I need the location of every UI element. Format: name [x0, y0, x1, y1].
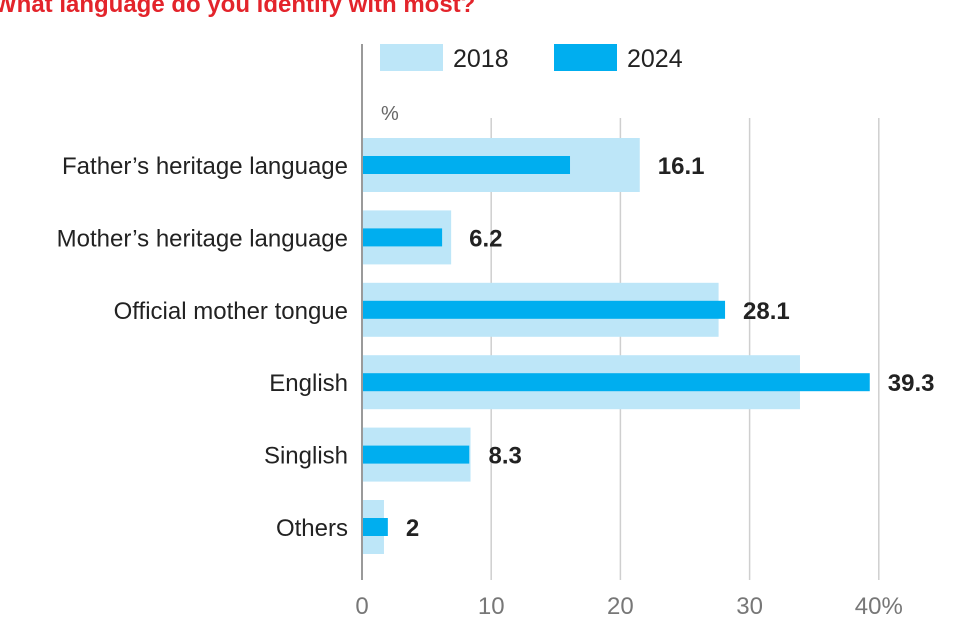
bar-2024-singlish — [362, 445, 470, 464]
series-2024-bars — [362, 156, 870, 536]
data-labels: 16.1 6.2 28.1 39.3 8.3 2 — [406, 153, 935, 542]
legend-label-2024: 2024 — [627, 45, 683, 73]
x-tick-label: 20 — [607, 593, 634, 620]
bar-2024-official-mother-tongue — [362, 300, 726, 319]
x-tick-label: 40% — [855, 593, 903, 620]
legend-label-2018: 2018 — [453, 45, 509, 73]
category-labels: Father’s heritage language Mother’s herit… — [57, 153, 348, 542]
gridlines — [490, 118, 880, 580]
bar-2024-mothers-heritage-language — [362, 228, 443, 247]
legend: 2018 2024 — [380, 44, 683, 73]
data-label-singlish: 8.3 — [489, 443, 522, 470]
legend-swatch-2018 — [380, 44, 443, 71]
data-label-others: 2 — [406, 515, 419, 542]
data-label-english: 39.3 — [888, 370, 935, 397]
category-label-english: English — [269, 370, 348, 397]
category-label-fathers-heritage-language: Father’s heritage language — [62, 153, 348, 180]
bar-2024-english — [362, 373, 870, 392]
bar-2024-fathers-heritage-language — [362, 156, 571, 174]
legend-swatch-2024 — [554, 44, 617, 71]
category-label-singlish: Singlish — [264, 443, 348, 470]
x-tick-label: 0 — [355, 593, 368, 620]
x-tick-label: 30 — [736, 593, 763, 620]
data-label-mothers-heritage-language: 6.2 — [469, 225, 502, 252]
chart-title: What language do you identify with most? — [0, 0, 475, 18]
data-label-fathers-heritage-language: 16.1 — [658, 153, 705, 180]
bar-2024-others — [362, 518, 388, 536]
series-2018-bars — [362, 138, 800, 554]
x-axis-ticks: 0 10 20 30 40% — [355, 593, 903, 620]
data-label-official-mother-tongue: 28.1 — [743, 298, 790, 325]
category-label-mothers-heritage-language: Mother’s heritage language — [57, 225, 348, 252]
category-label-others: Others — [276, 515, 348, 542]
x-tick-label: 10 — [478, 593, 505, 620]
unit-label: % — [381, 103, 399, 125]
category-label-official-mother-tongue: Official mother tongue — [114, 298, 348, 325]
